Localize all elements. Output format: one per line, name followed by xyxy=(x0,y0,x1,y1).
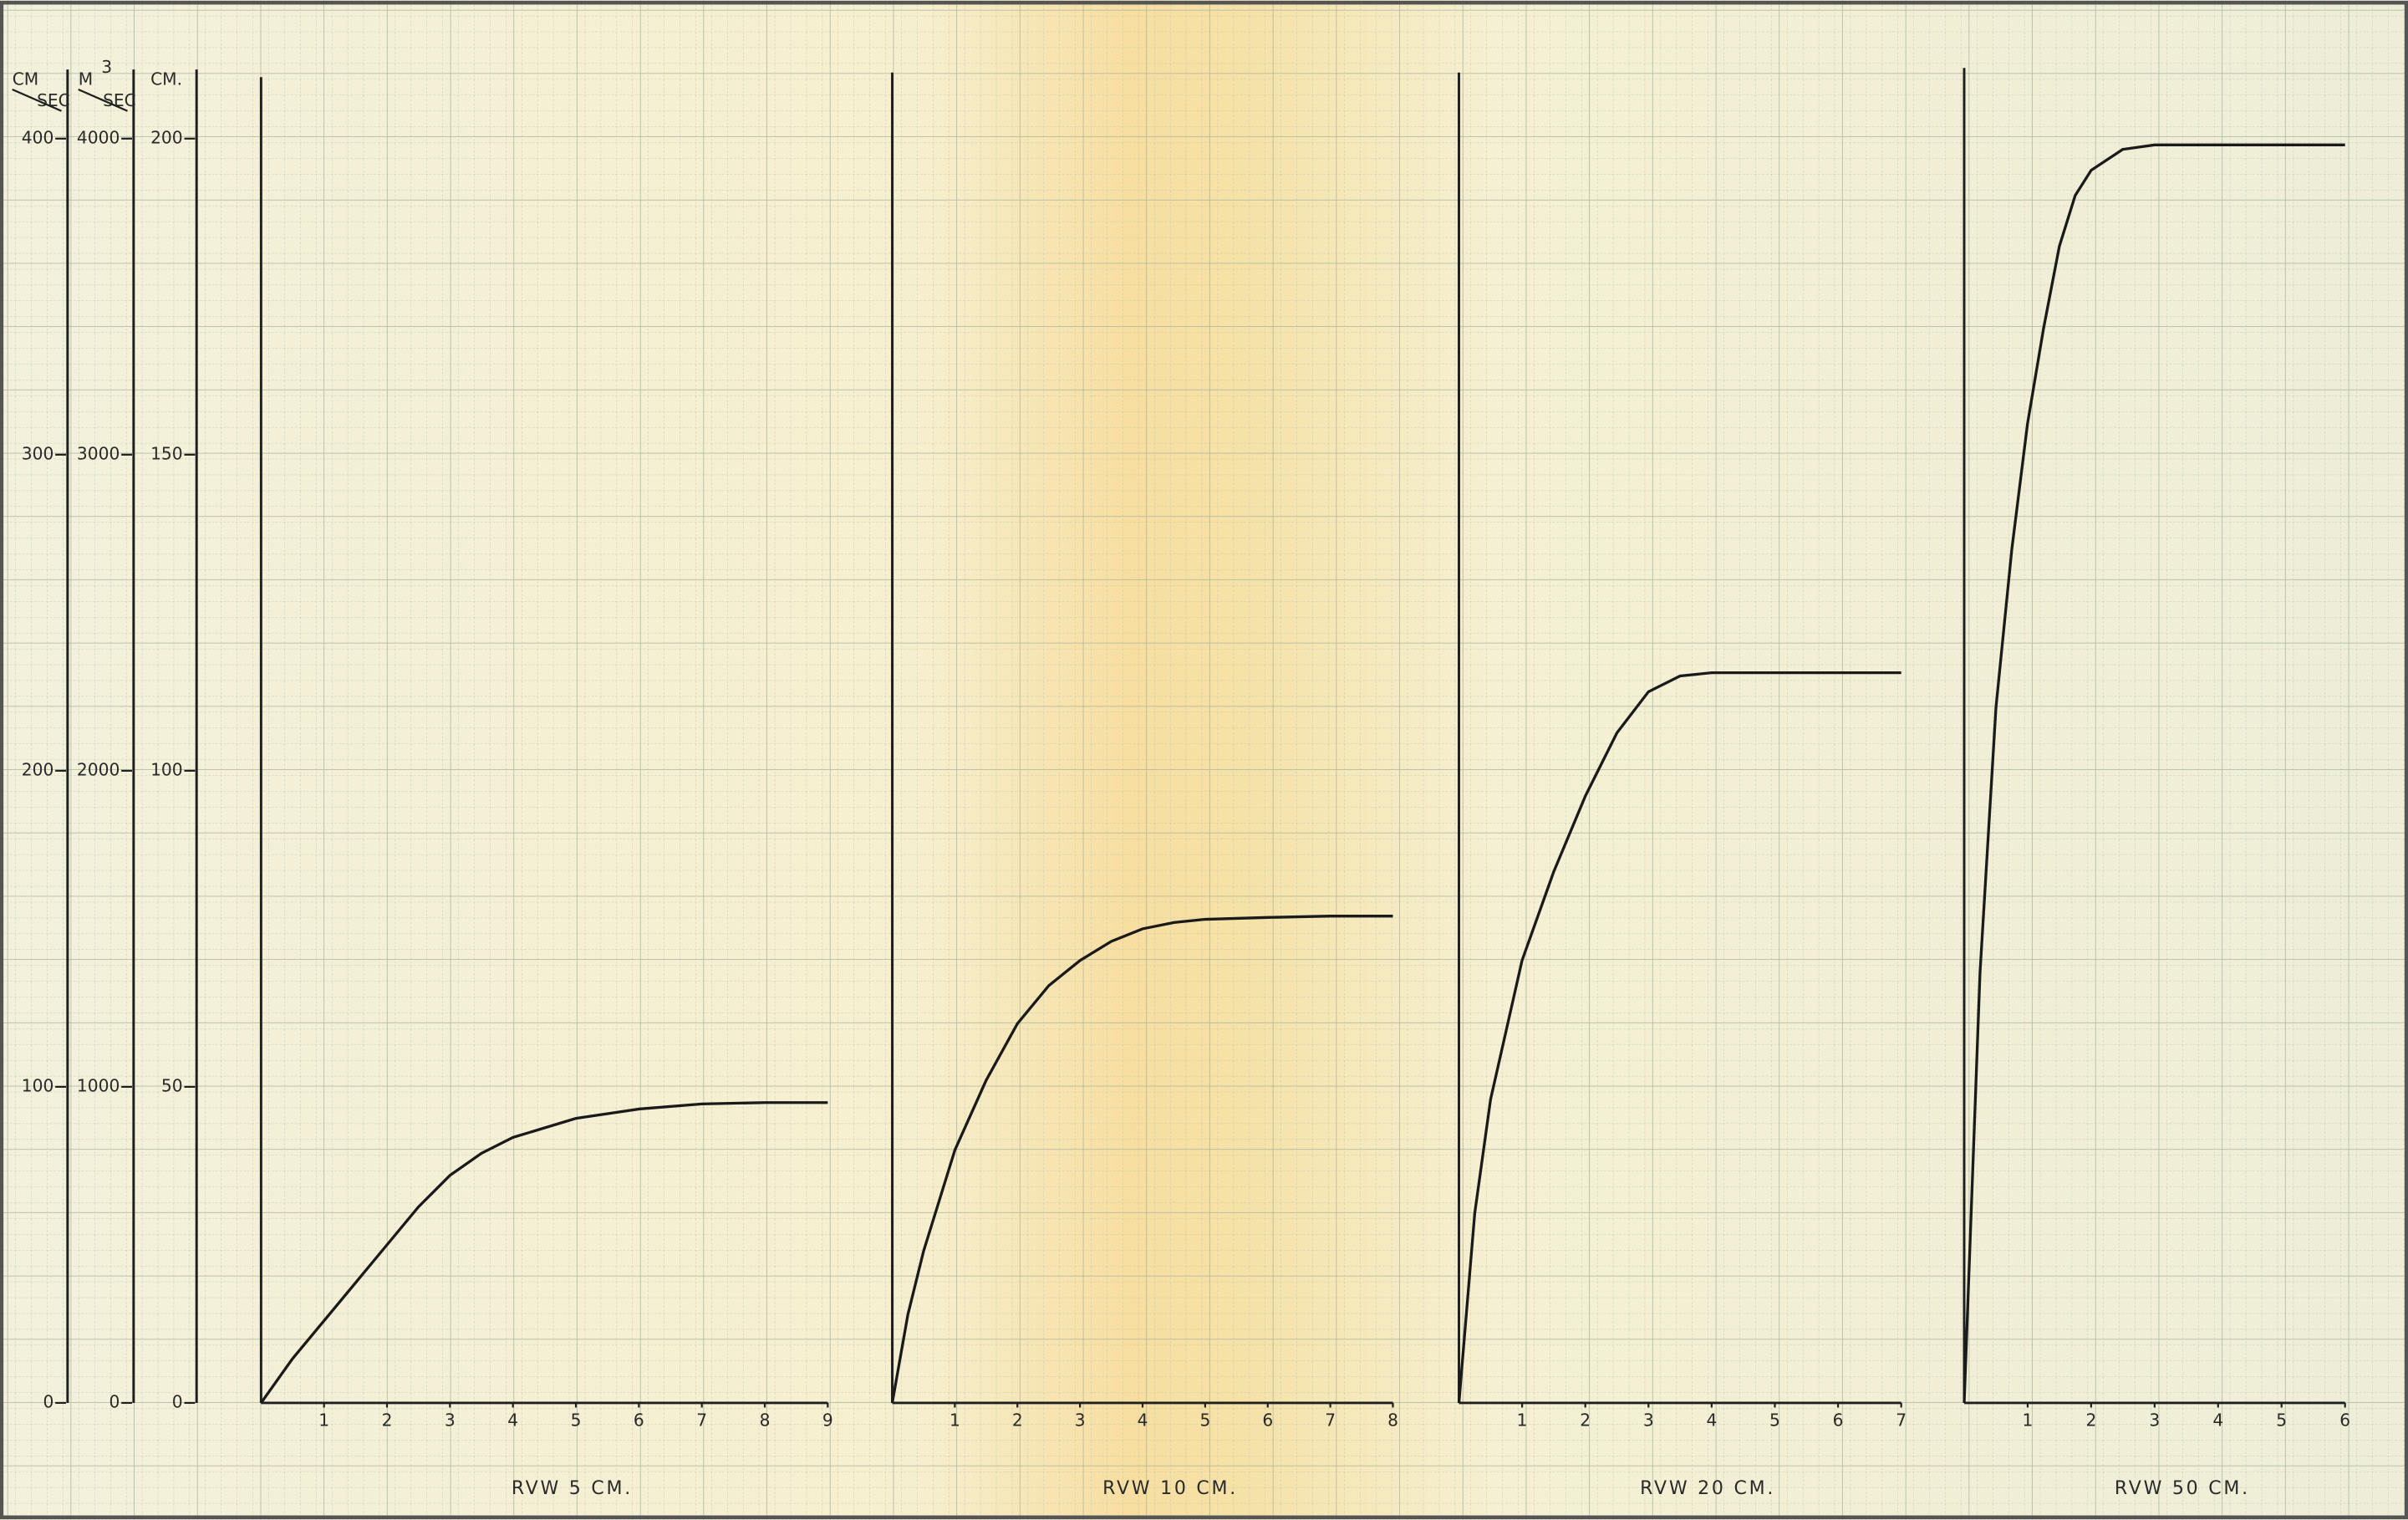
x-tick-label: 5 xyxy=(2276,1410,2287,1430)
y-tick-label: 400 xyxy=(22,127,54,147)
x-tick-label: 4 xyxy=(1706,1410,1717,1430)
y-tick-label: 2000 xyxy=(77,759,120,779)
x-tick-label: 1 xyxy=(1517,1410,1528,1430)
x-tick-label: 2 xyxy=(1012,1410,1023,1430)
x-tick-label: 1 xyxy=(2023,1410,2034,1430)
x-tick-label: 1 xyxy=(318,1410,329,1430)
y-tick-label: 0 xyxy=(43,1391,53,1411)
x-tick-label: 8 xyxy=(1387,1410,1398,1430)
y-axis-unit: CM. xyxy=(150,69,182,89)
curve xyxy=(1457,671,1901,1404)
x-tick-label: 3 xyxy=(1643,1410,1654,1430)
x-tick-label: 3 xyxy=(1075,1410,1086,1430)
x-tick-label: 2 xyxy=(2085,1410,2096,1430)
y-tick-label: 0 xyxy=(109,1391,120,1411)
curve xyxy=(1963,143,2345,1404)
y-tick-label: 300 xyxy=(22,443,54,463)
x-tick-label: 7 xyxy=(1325,1410,1336,1430)
panel-label: RVW 20 CM. xyxy=(1640,1478,1775,1499)
x-tick-label: 7 xyxy=(1896,1410,1907,1430)
unit-slash xyxy=(12,88,62,112)
y-tick-label: 50 xyxy=(161,1075,183,1095)
x-tick-label: 5 xyxy=(1199,1410,1210,1430)
curve xyxy=(260,1101,828,1404)
x-tick-label: 3 xyxy=(2149,1410,2160,1430)
x-tick-label: 1 xyxy=(949,1410,960,1430)
y-tick-label: 100 xyxy=(22,1075,54,1095)
y-tick-label: 0 xyxy=(172,1391,183,1411)
panel-label: RVW 50 CM. xyxy=(2115,1478,2250,1499)
curve xyxy=(890,915,1393,1404)
panel-label: RVW 5 CM. xyxy=(512,1478,633,1499)
y-tick-label: 200 xyxy=(22,759,54,779)
x-tick-label: 6 xyxy=(634,1410,644,1430)
x-tick-label: 6 xyxy=(1833,1410,1844,1430)
y-tick-label: 4000 xyxy=(77,127,120,147)
unit-slash xyxy=(78,88,128,112)
panel-label: RVW 10 CM. xyxy=(1102,1478,1238,1499)
x-tick-label: 8 xyxy=(760,1410,771,1430)
x-tick-label: 6 xyxy=(1262,1410,1273,1430)
y-tick-label: 100 xyxy=(150,759,183,779)
x-tick-label: 4 xyxy=(1138,1410,1148,1430)
y-tick-label: 200 xyxy=(150,127,183,147)
x-tick-label: 5 xyxy=(1769,1410,1780,1430)
x-tick-label: 3 xyxy=(445,1410,456,1430)
x-tick-label: 2 xyxy=(1580,1410,1591,1430)
y-axis-unit: CM xyxy=(13,69,39,89)
x-tick-label: 6 xyxy=(2339,1410,2350,1430)
x-tick-label: 7 xyxy=(696,1410,707,1430)
x-tick-label: 2 xyxy=(382,1410,393,1430)
x-tick-label: 4 xyxy=(507,1410,518,1430)
y-tick-label: 3000 xyxy=(77,443,120,463)
x-tick-label: 5 xyxy=(571,1410,582,1430)
y-axis-unit: 3 xyxy=(101,57,112,77)
y-tick-label: 150 xyxy=(150,443,183,463)
y-tick-label: 1000 xyxy=(77,1075,120,1095)
x-tick-label: 9 xyxy=(822,1410,833,1430)
x-tick-label: 4 xyxy=(2212,1410,2223,1430)
y-axis-unit: M xyxy=(79,69,93,89)
